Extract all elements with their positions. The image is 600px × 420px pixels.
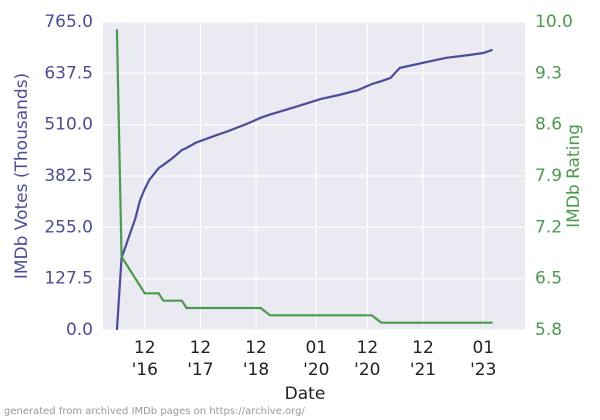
x-tick-label: 12'17 [187,338,213,380]
x-tick-label: 01'20 [303,338,329,380]
series-line [115,29,493,324]
footer: generated from archived IMDb pages on ht… [4,406,305,417]
x-tick-label: 12'20 [354,338,380,380]
y2-tick-label: 7.9 [535,166,562,186]
x-axis-label: Date [285,384,326,404]
y2-tick-label: 5.8 [535,320,562,340]
y-tick-label: 510.0 [44,115,93,135]
y-tick-label: 0.0 [66,320,93,340]
x-tick-label: 12'21 [410,338,436,380]
y2-tick-label: 8.6 [535,115,562,135]
y-tick-label: 637.5 [44,63,93,83]
y-tick-label: 255.0 [44,217,93,237]
y-axis-label: IMDb Votes (Thousands) [12,73,32,279]
y-tick-label: 765.0 [44,12,93,32]
y2-tick-label: 9.3 [535,63,562,83]
y-tick-label: 382.5 [44,166,93,186]
x-tick-label: 12'18 [243,338,269,380]
y2-tick-label: 6.5 [535,269,562,289]
y-tick-label: 127.5 [44,269,93,289]
y2-tick-label: 7.2 [535,217,562,237]
y2-axis-label: IMDb Rating [564,124,584,228]
series-line [115,48,493,331]
y2-tick-label: 10.0 [535,12,573,32]
x-tick-label: 12'16 [132,338,158,380]
x-tick-label: 01'23 [470,338,496,380]
